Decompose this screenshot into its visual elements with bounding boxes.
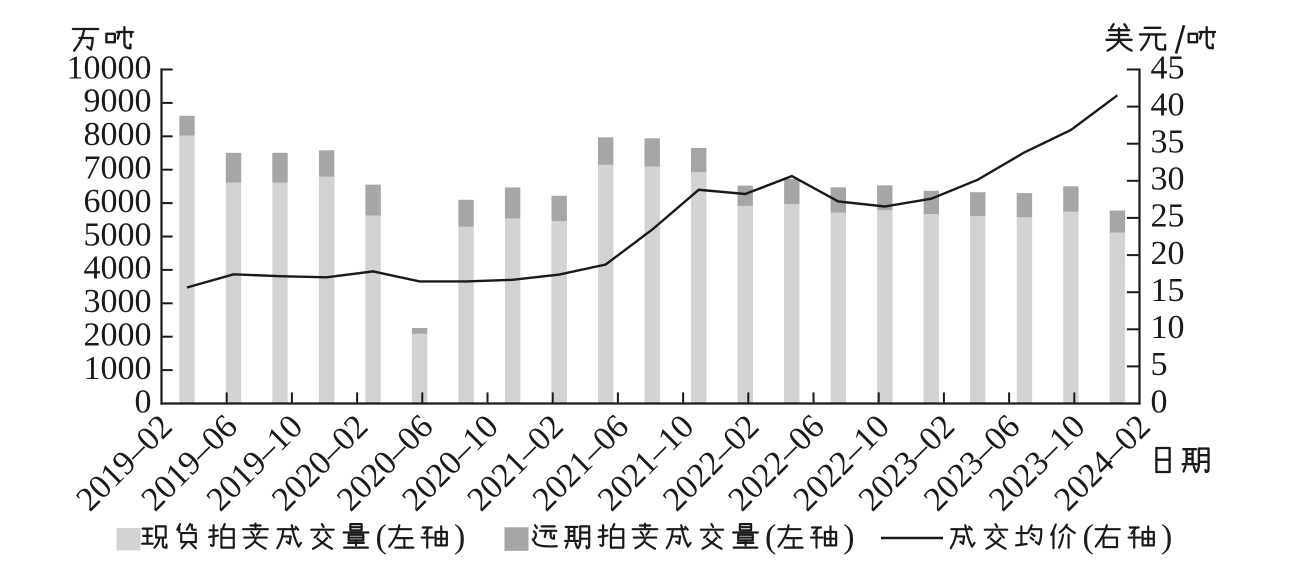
svg-text:5: 5 [1151, 346, 1168, 383]
svg-text:0: 0 [135, 383, 152, 420]
svg-text:0: 0 [1151, 383, 1168, 420]
svg-text:20: 20 [1151, 235, 1185, 272]
svg-text:2000: 2000 [84, 317, 152, 354]
svg-text:5000: 5000 [84, 216, 152, 253]
svg-text:): ) [1161, 519, 1172, 556]
svg-text:10000: 10000 [67, 49, 152, 86]
svg-text:40: 40 [1151, 86, 1185, 123]
svg-text:(: ( [376, 519, 387, 556]
svg-text:35: 35 [1151, 124, 1185, 161]
svg-text:3000: 3000 [84, 283, 152, 320]
svg-text:10: 10 [1151, 309, 1185, 346]
svg-text:): ) [454, 519, 465, 556]
svg-text:6000: 6000 [84, 183, 152, 220]
svg-text:9000: 9000 [84, 83, 152, 120]
svg-text:45: 45 [1151, 49, 1185, 86]
svg-text:(: ( [1083, 519, 1094, 556]
svg-text:8000: 8000 [84, 116, 152, 153]
svg-text:(: ( [765, 519, 776, 556]
svg-text:4000: 4000 [84, 250, 152, 287]
svg-text:25: 25 [1151, 198, 1185, 235]
svg-text:7000: 7000 [84, 150, 152, 187]
svg-text:1000: 1000 [84, 350, 152, 387]
svg-text:30: 30 [1151, 161, 1185, 198]
svg-text:): ) [843, 519, 854, 556]
svg-text:15: 15 [1151, 272, 1185, 309]
